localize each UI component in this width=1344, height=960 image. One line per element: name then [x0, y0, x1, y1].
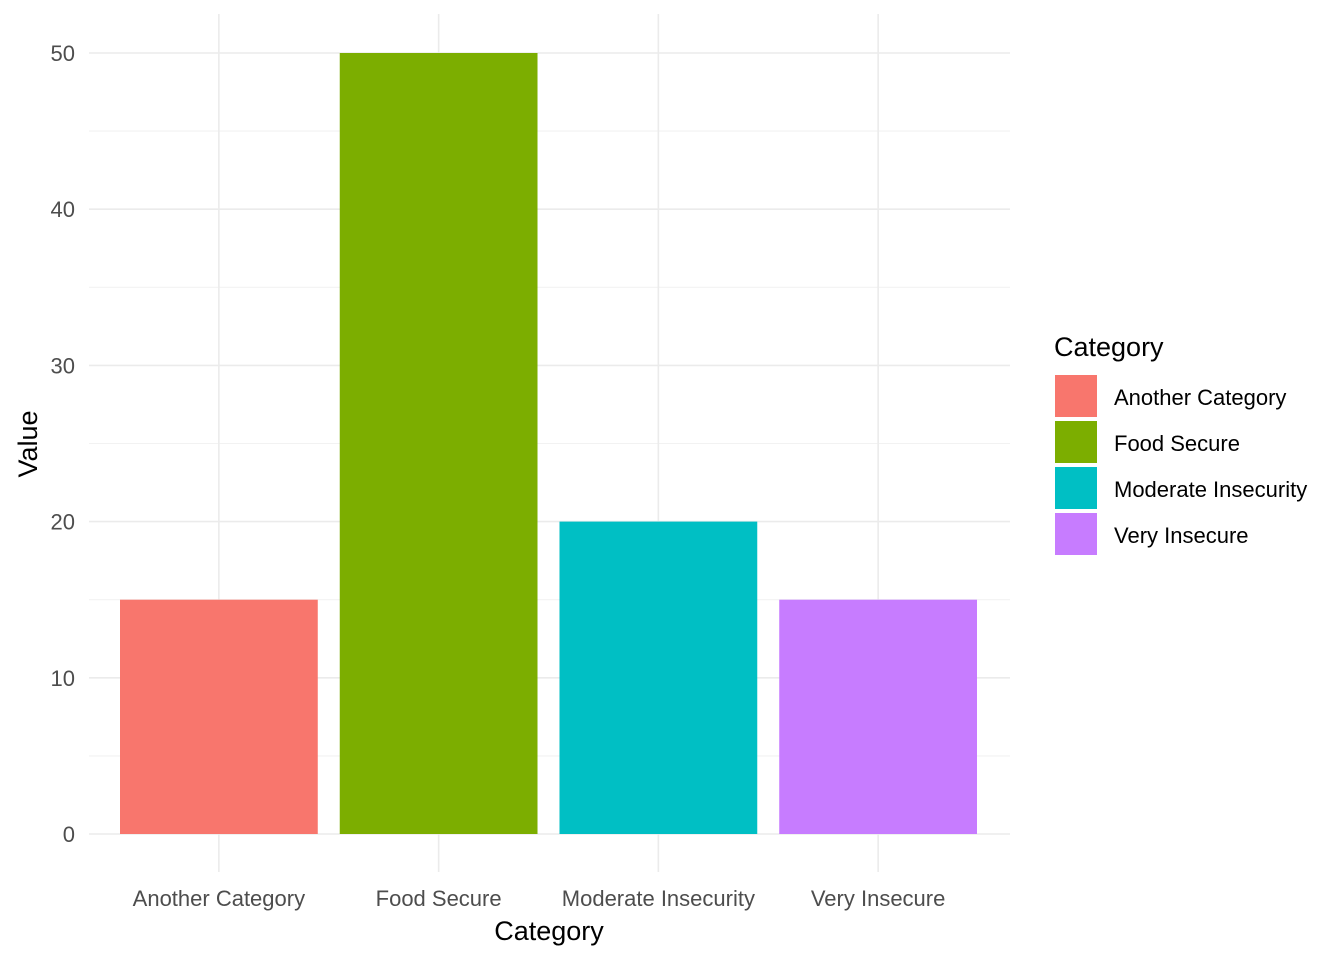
legend-key	[1055, 467, 1097, 509]
bar	[559, 521, 758, 834]
y-tick-label: 40	[51, 197, 75, 222]
x-axis-title: Category	[494, 916, 604, 946]
x-axis-tick-labels: Another Category Food Secure Moderate Inse…	[133, 886, 946, 911]
legend-key	[1055, 513, 1097, 555]
legend: Category Another Category Food Secure Mode…	[1054, 332, 1307, 555]
y-tick-label: 30	[51, 353, 75, 378]
legend-label: Very Insecure	[1114, 523, 1249, 548]
x-tick-label: Another Category	[133, 886, 305, 911]
legend-label: Moderate Insecurity	[1114, 477, 1307, 502]
y-tick-label: 10	[51, 666, 75, 691]
bar	[779, 599, 977, 834]
bar	[120, 599, 318, 834]
bars	[120, 53, 977, 834]
legend-title: Category	[1054, 332, 1164, 362]
legend-key	[1055, 375, 1097, 417]
y-axis-title: Value	[13, 410, 43, 477]
legend-label: Another Category	[1114, 385, 1286, 410]
y-tick-label: 0	[63, 822, 75, 847]
y-tick-label: 50	[51, 41, 75, 66]
legend-key	[1055, 421, 1097, 463]
x-tick-label: Food Secure	[376, 886, 502, 911]
y-tick-label: 20	[51, 510, 75, 535]
x-tick-label: Very Insecure	[811, 886, 946, 911]
y-axis-tick-labels: 0 10 20 30 40 50	[51, 41, 75, 847]
bar	[339, 53, 538, 834]
legend-label: Food Secure	[1114, 431, 1240, 456]
x-tick-label: Moderate Insecurity	[562, 886, 755, 911]
legend-items: Another Category Food Secure Moderate Inse…	[1055, 375, 1307, 555]
